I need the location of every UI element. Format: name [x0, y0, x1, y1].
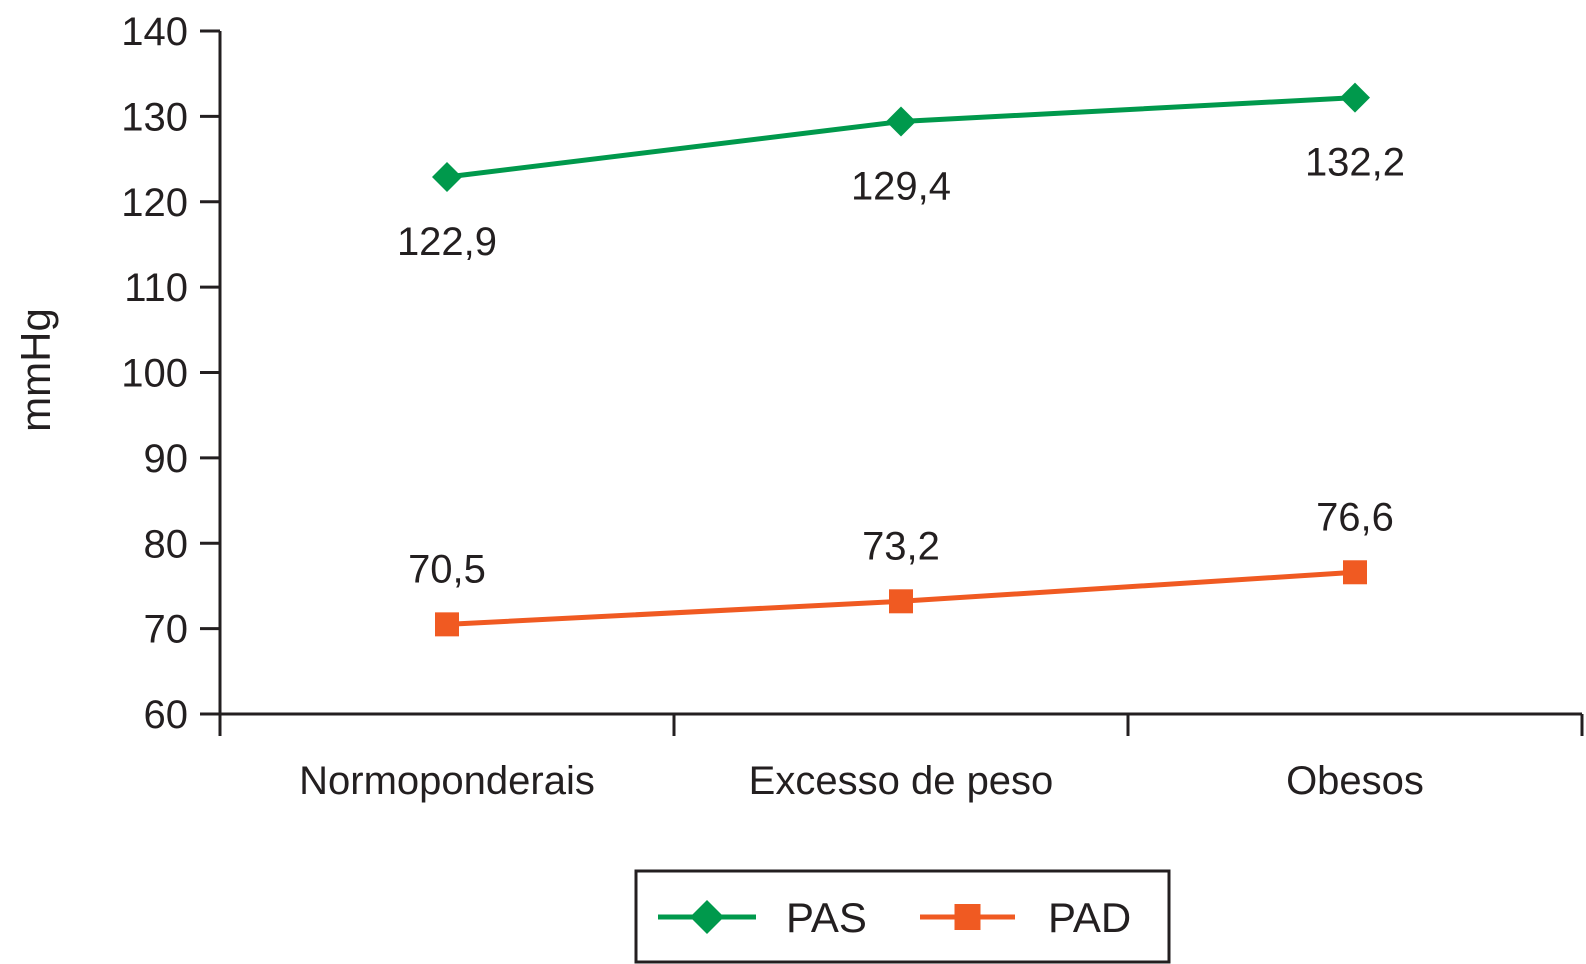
- y-tick-label: 140: [121, 10, 188, 54]
- data-point-diamond: [432, 161, 462, 192]
- data-point-square: [435, 612, 459, 637]
- legend-marker-square: [954, 904, 981, 930]
- data-point-square: [889, 589, 913, 614]
- data-point-diamond: [886, 106, 916, 137]
- series-pas: 122,9 129,4 132,2: [397, 82, 1405, 264]
- legend-label: PAD: [1048, 894, 1131, 941]
- x-axis: Normoponderais Excesso de peso Obesos: [218, 712, 1584, 803]
- y-tick-label: 120: [121, 181, 188, 225]
- y-tick-label: 110: [124, 266, 188, 310]
- legend-label: PAS: [786, 894, 867, 941]
- legend-item-pad: PAD: [920, 894, 1131, 941]
- data-label: 132,2: [1305, 141, 1405, 185]
- y-tick-label: 130: [121, 95, 188, 139]
- legend-item-pas: PAS: [658, 894, 867, 941]
- legend-marker-diamond: [690, 900, 724, 934]
- y-tick-label: 80: [144, 522, 189, 566]
- data-label: 76,6: [1316, 495, 1394, 539]
- y-tick-label: 60: [144, 693, 189, 737]
- y-axis: 60 70 80 90 100 110 120 130 140: [121, 10, 222, 737]
- y-tick-label: 100: [121, 352, 188, 396]
- data-point-square: [1343, 560, 1367, 585]
- data-label: 122,9: [397, 220, 497, 264]
- y-tick-label: 90: [144, 437, 189, 481]
- data-label: 73,2: [862, 524, 940, 568]
- x-category-label: Obesos: [1286, 759, 1424, 803]
- series-layer: 122,9 129,4 132,2 70,5 73,2 76,6: [397, 82, 1405, 637]
- series-pad: 70,5 73,2 76,6: [408, 495, 1394, 637]
- y-axis-title: mmHg: [12, 308, 59, 432]
- data-point-diamond: [1340, 82, 1370, 113]
- x-category-label: Excesso de peso: [749, 759, 1054, 803]
- x-category-label: Normoponderais: [299, 759, 595, 803]
- data-label: 70,5: [408, 547, 486, 591]
- data-label: 129,4: [851, 164, 951, 208]
- y-tick-label: 70: [144, 608, 189, 652]
- legend: PAS PAD: [634, 869, 1171, 964]
